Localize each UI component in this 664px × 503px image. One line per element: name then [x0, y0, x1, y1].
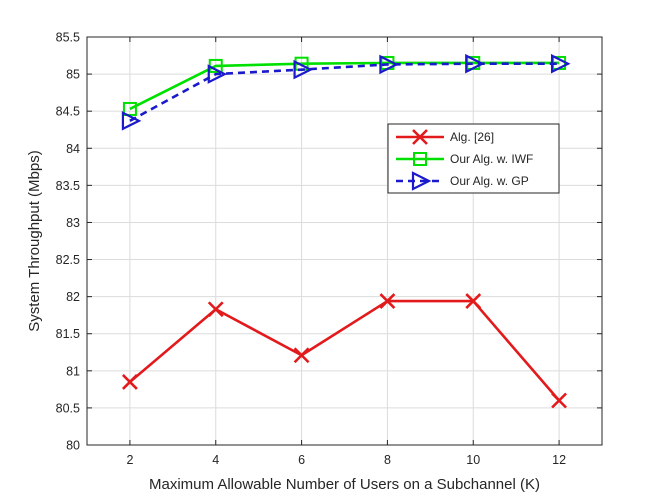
- x-tick-label: 8: [384, 453, 391, 467]
- legend: Alg. [26] Our Alg. w. IWF Our Alg. w. GP: [387, 123, 560, 194]
- data-series: [121, 53, 571, 409]
- series-line: [129, 299, 561, 402]
- y-tick-label: 83: [66, 216, 80, 230]
- legend-entry: Alg. [26]: [396, 129, 494, 145]
- data-point-marker: [465, 53, 485, 74]
- series-0: [121, 293, 568, 409]
- legend-entry: Our Alg. w. IWF: [396, 152, 533, 166]
- data-point-marker: [122, 101, 137, 116]
- x-tick-label: 6: [298, 453, 305, 467]
- legend-label: Alg. [26]: [450, 130, 494, 144]
- y-tick-label: 85.5: [56, 31, 80, 45]
- data-point-marker: [121, 111, 142, 131]
- y-tick-label: 84.5: [56, 105, 80, 119]
- x-tick-label: 2: [126, 453, 133, 467]
- y-tick-label: 81: [66, 364, 80, 378]
- y-axis-label: System Throughput (Mbps): [26, 150, 43, 331]
- legend-marker: [412, 129, 428, 145]
- legend-entry: Our Alg. w. GP: [396, 171, 529, 191]
- plot-area-frame: [86, 36, 603, 446]
- data-point-marker: [379, 54, 399, 75]
- y-tick-label: 83.5: [56, 179, 80, 193]
- legend-label: Our Alg. w. IWF: [450, 152, 533, 166]
- y-tick-label: 85: [66, 68, 80, 82]
- y-tick-label: 82: [66, 290, 80, 304]
- data-point-marker: [379, 293, 396, 310]
- y-tick-label: 80.5: [56, 401, 80, 415]
- data-point-marker: [207, 301, 224, 318]
- data-point-marker: [293, 59, 314, 80]
- x-tick-label: 12: [552, 453, 566, 467]
- series-line: [129, 61, 560, 111]
- data-point-marker: [550, 53, 571, 74]
- legend-marker: [413, 152, 427, 166]
- series-2: [121, 53, 571, 131]
- data-point-marker: [551, 392, 568, 409]
- data-point-marker: [465, 293, 482, 310]
- x-tick-label: 10: [466, 453, 480, 467]
- legend-marker: [411, 171, 432, 191]
- y-tick-label: 80: [66, 439, 80, 453]
- y-tick-label: 84: [66, 142, 80, 156]
- data-point-marker: [207, 64, 228, 84]
- x-axis-label: Maximum Allowable Number of Users on a S…: [149, 476, 540, 493]
- y-tick-label: 82.5: [56, 253, 80, 267]
- legend-label: Our Alg. w. GP: [450, 174, 529, 188]
- axis-ticks: 2 4 6 8 10 12 80 80.5 81 81.5 82 82.5 83 83.5 84 84.5 85…: [56, 31, 602, 467]
- x-tick-label: 4: [212, 453, 219, 467]
- y-tick-label: 81.5: [56, 327, 80, 341]
- data-point-marker: [293, 347, 310, 364]
- data-point-marker: [121, 374, 138, 390]
